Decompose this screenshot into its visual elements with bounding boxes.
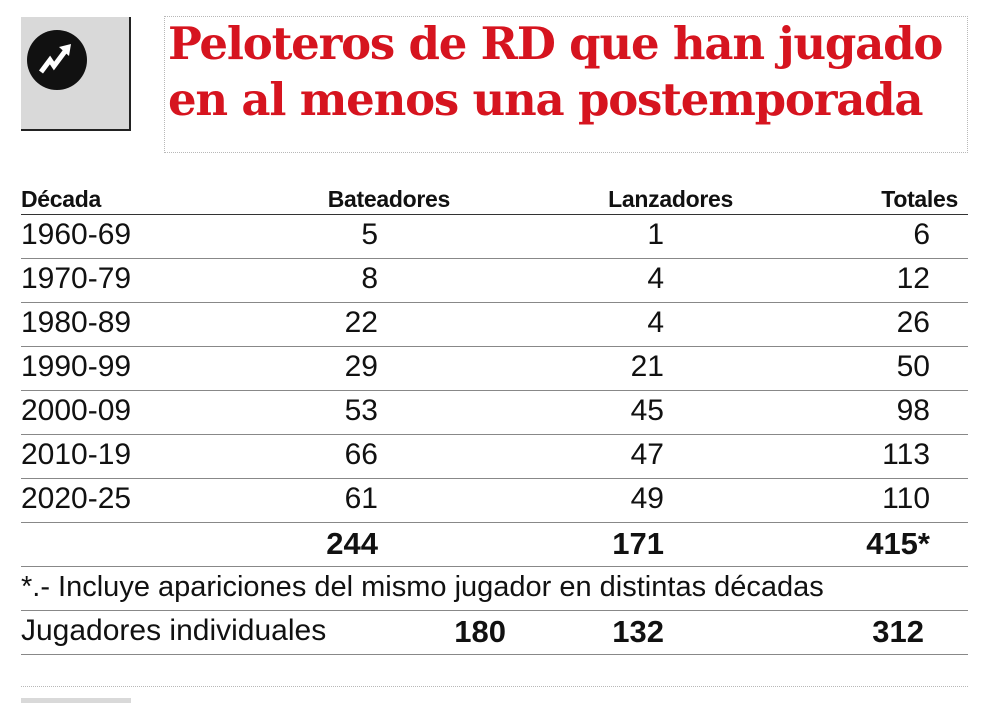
- table-row: 1960-69 5 1 6: [21, 215, 968, 259]
- cell-bateadores: 8: [361, 262, 378, 295]
- cell-bateadores: 5: [361, 218, 378, 251]
- cell-decada: 2000-09: [21, 394, 132, 427]
- cell-totales: 6: [913, 218, 930, 251]
- header-lanzadores: Lanzadores: [608, 186, 733, 212]
- cell-bateadores: 22: [344, 306, 378, 339]
- cell-bateadores: 66: [344, 438, 378, 471]
- individual-lanzadores: 132: [612, 614, 664, 649]
- header-totales: Totales: [881, 186, 958, 212]
- cell-decada: 1990-99: [21, 350, 132, 383]
- header-decada: Década: [21, 186, 102, 212]
- empty-row: [21, 655, 968, 687]
- table-row: 1980-89 22 4 26: [21, 303, 968, 347]
- cell-lanzadores: 4: [647, 306, 664, 339]
- logo-box: [21, 17, 131, 131]
- cell-lanzadores: 1: [647, 218, 664, 251]
- individual-bateadores: 180: [454, 614, 506, 649]
- cell-decada: 2010-19: [21, 438, 132, 471]
- cell-decada: 1960-69: [21, 218, 132, 251]
- cell-lanzadores: 21: [630, 350, 664, 383]
- cell-totales: 26: [896, 306, 930, 339]
- title-frame: [164, 16, 968, 153]
- table-row: 2000-09 53 45 98: [21, 391, 968, 435]
- total-bateadores: 244: [326, 526, 378, 561]
- cell-lanzadores: 4: [647, 262, 664, 295]
- table-row: 2010-19 66 47 113: [21, 435, 968, 479]
- cell-lanzadores: 47: [630, 438, 664, 471]
- table-row: 1990-99 29 21 50: [21, 347, 968, 391]
- header-bateadores: Bateadores: [327, 186, 451, 212]
- cell-totales: 98: [896, 394, 930, 427]
- cell-decada: 1970-79: [21, 262, 132, 295]
- cell-decada: 1980-89: [21, 306, 132, 339]
- cell-totales: 50: [896, 350, 930, 383]
- cell-totales: 12: [896, 262, 930, 295]
- individual-players-row: Jugadores individuales 180 132 312: [21, 611, 968, 655]
- totals-row: 244 171 415*: [21, 523, 968, 567]
- individual-label: Jugadores individuales: [21, 614, 327, 647]
- cell-totales: 113: [882, 438, 930, 471]
- cell-bateadores: 29: [344, 350, 378, 383]
- cell-lanzadores: 49: [630, 482, 664, 515]
- cell-bateadores: 61: [344, 482, 378, 515]
- table-row: 2020-25 61 49 110: [21, 479, 968, 523]
- individual-totales: 312: [872, 614, 924, 649]
- table-row: 1970-79 8 4 12: [21, 259, 968, 303]
- footnote: *.- Incluye apariciones del mismo jugado…: [21, 571, 824, 603]
- total-totales: 415*: [866, 526, 930, 561]
- cell-decada: 2020-25: [21, 482, 132, 515]
- total-lanzadores: 171: [612, 526, 664, 561]
- page-title: Peloteros de RD que han jugado en al men…: [168, 17, 943, 126]
- stats-table: Década Bateadores Lanzadores Totales 196…: [21, 183, 968, 687]
- cell-bateadores: 53: [344, 394, 378, 427]
- footnote-row: *.- Incluye apariciones del mismo jugado…: [21, 567, 968, 611]
- cell-lanzadores: 45: [630, 394, 664, 427]
- cell-totales: 110: [882, 482, 930, 515]
- bottom-box: [21, 698, 131, 703]
- table-header: Década Bateadores Lanzadores Totales: [21, 183, 968, 215]
- trend-arrow-icon: [27, 30, 87, 90]
